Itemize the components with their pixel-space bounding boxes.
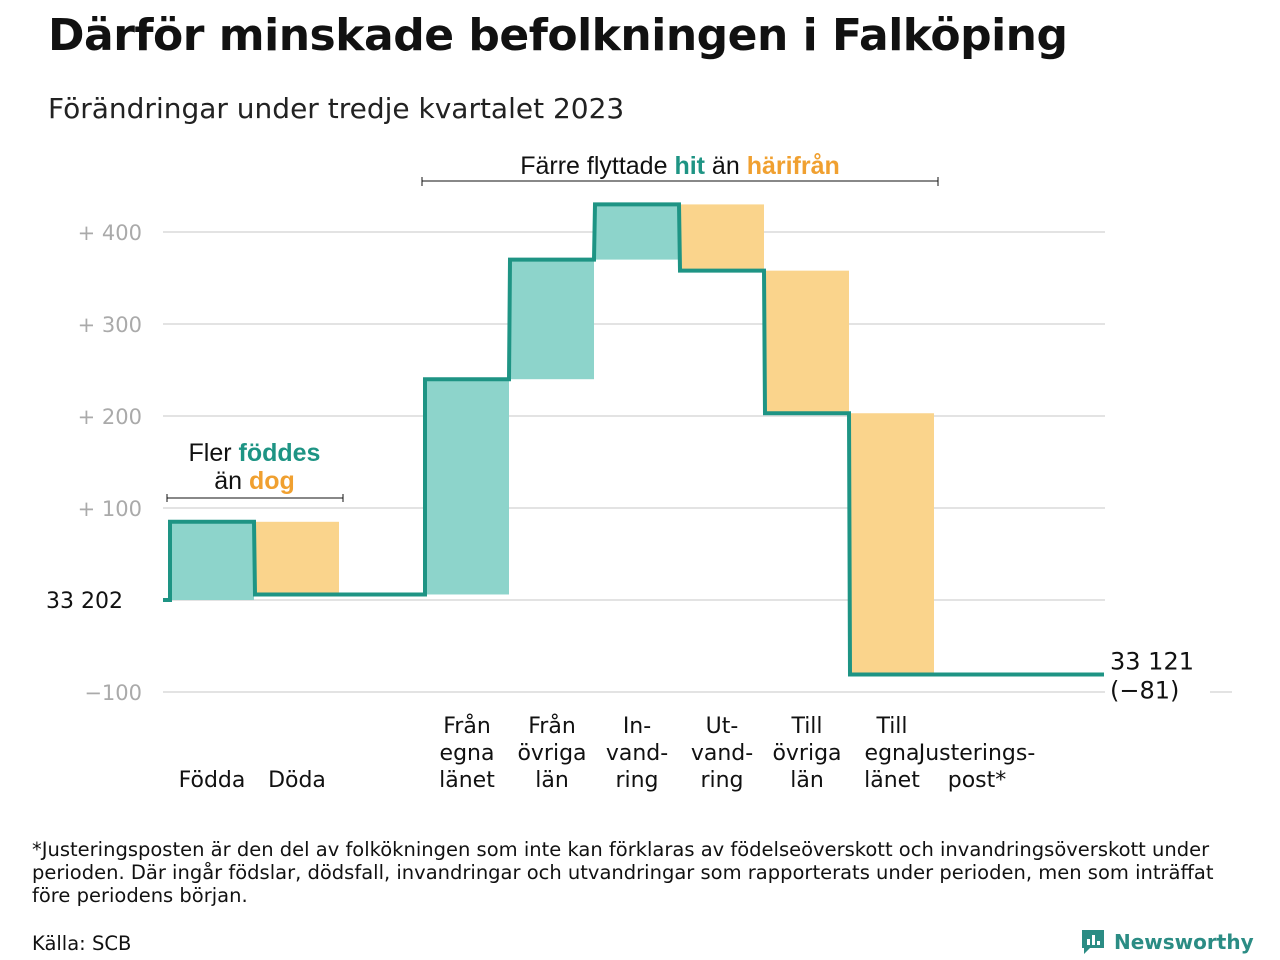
waterfall-bar	[595, 204, 679, 260]
category-label: Till egna länet	[864, 714, 920, 793]
annotation-bracket	[166, 494, 344, 502]
category-label: Till övriga län	[772, 714, 841, 793]
y-tick-label: + 300	[78, 313, 142, 337]
waterfall-bar	[510, 259, 594, 380]
category-label: Ut-vand-ring	[691, 714, 753, 793]
annotation-farre-flyttade: Färre flyttade hit än härifrån	[520, 152, 840, 180]
category-labels: Födda Döda Från egna länet Från övriga län In-va…	[179, 713, 1036, 793]
net-change-label: (−81)	[1110, 677, 1179, 705]
annotation-fler-foddes: Fler föddes	[189, 439, 321, 467]
waterfall-bar	[680, 204, 764, 271]
newsworthy-logo-icon	[1082, 930, 1104, 954]
waterfall-bar	[255, 521, 339, 595]
grid-lines	[163, 231, 1232, 693]
waterfall-bar	[850, 413, 934, 675]
start-value-label: 33 202	[46, 589, 123, 614]
y-axis-ticks: + 400 + 300 + 200 + 100 −100	[78, 221, 142, 705]
y-tick-label: + 200	[78, 405, 142, 429]
category-label: Justerings-post*	[917, 741, 1036, 793]
chart-subtitle: Förändringar under tredje kvartalet 2023	[48, 92, 625, 125]
y-tick-label: + 400	[78, 221, 142, 245]
y-tick-label: −100	[84, 681, 142, 705]
waterfall-bars	[170, 204, 934, 675]
category-label: Födda	[179, 768, 246, 793]
annotation-bracket	[421, 177, 939, 186]
category-label: Från egna länet	[439, 713, 495, 793]
footnote: *Justeringsposten är den del av folkökni…	[32, 838, 1214, 907]
waterfall-bar	[425, 379, 509, 595]
chart-title: Därför minskade befolkningen i Falköping	[48, 10, 1068, 61]
brand-label: Newsworthy	[1114, 930, 1254, 954]
value-labels: 33 202 33 121(−81)	[46, 589, 1194, 705]
y-tick-label: + 100	[78, 497, 142, 521]
annotation-an-dog: än dog	[214, 467, 295, 495]
waterfall-bar	[170, 521, 254, 600]
brand-logo: Newsworthy	[1080, 928, 1254, 956]
running-total-line	[163, 202, 1104, 677]
category-label: In-vand-ring	[606, 714, 668, 793]
category-label: Från övriga län	[517, 713, 586, 793]
source-label: Källa: SCB	[32, 932, 132, 955]
end-value-label: 33 121	[1110, 648, 1194, 676]
category-label: Döda	[268, 768, 326, 793]
waterfall-bar	[765, 270, 849, 414]
